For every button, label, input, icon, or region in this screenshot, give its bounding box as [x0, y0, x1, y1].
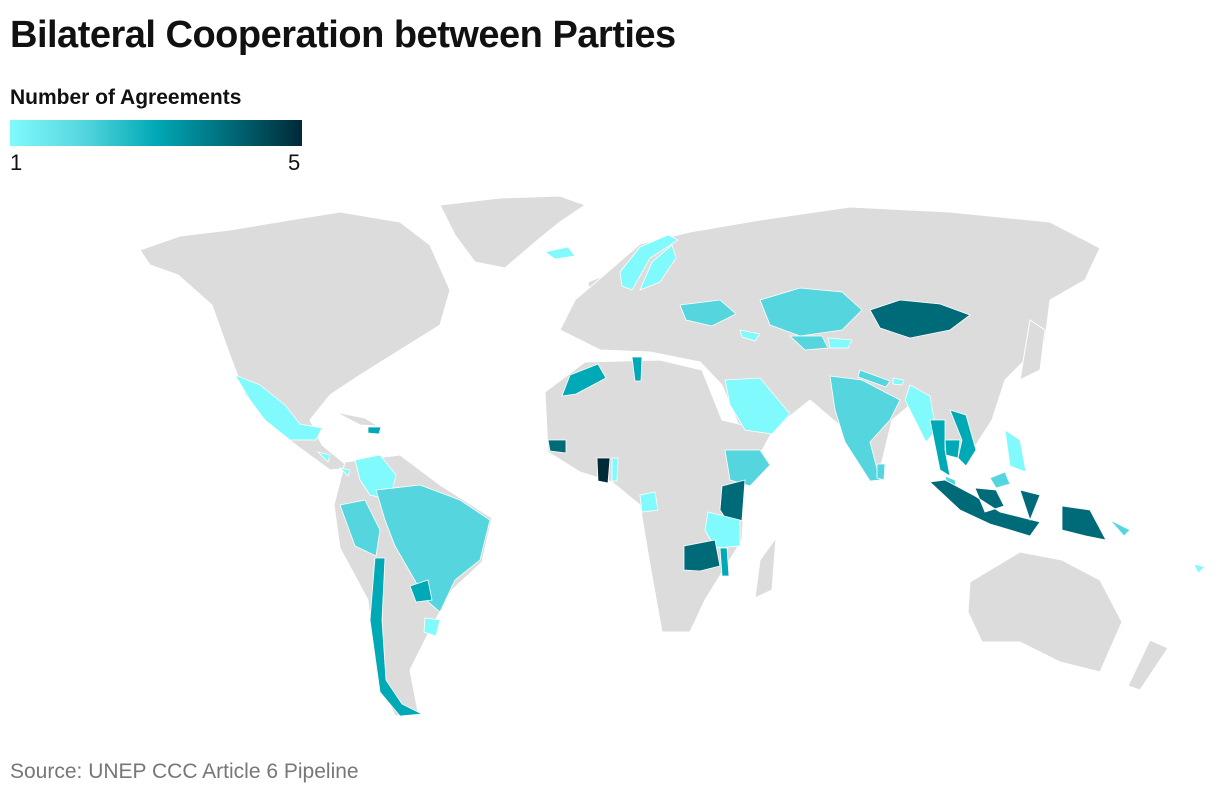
country-cambodia[interactable]: Cambodia: 3 [944, 439, 961, 459]
page-title: Bilateral Cooperation between Parties [10, 14, 676, 56]
country-mongolia[interactable]: Mongolia: 4 [869, 299, 971, 339]
choropleth-countries: Iceland: 1 Norway: 1Sweden: 1Ukraine: 2Ge… [234, 234, 1206, 717]
country-solomon-islands[interactable]: Solomon Islands: 2 [1109, 519, 1131, 537]
country-tanzania[interactable]: Tanzania: 1 [704, 511, 741, 549]
country-gabon[interactable]: Gabon: 1 [639, 491, 659, 513]
source-note: Source: UNEP CCC Article 6 Pipeline [10, 760, 359, 783]
legend-title: Number of Agreements [10, 86, 242, 109]
country-bhutan[interactable]: Bhutan: 1 [892, 377, 905, 386]
land-madagascar [754, 536, 777, 599]
country-ghana[interactable]: Ghana: 5 [596, 457, 611, 484]
country-ukraine[interactable]: Ukraine: 2 [679, 299, 737, 327]
country-kyrgyzstan[interactable]: Kyrgyzstan: 1 [827, 337, 853, 349]
country-sri-lanka[interactable]: Sri Lanka: 2 [876, 463, 886, 481]
country-uruguay[interactable]: Uruguay: 1 [423, 617, 441, 637]
land-north-america [139, 211, 451, 471]
country-georgia[interactable]: Georgia: 1 [739, 329, 761, 342]
land-greenland [439, 195, 587, 269]
country-guatemala[interactable]: Guatemala: 1 [316, 451, 331, 463]
legend-max-label: 5 [288, 150, 301, 175]
country-morocco[interactable]: Morocco: 3 [561, 363, 607, 397]
country-myanmar[interactable]: Myanmar: 1 [904, 384, 937, 443]
country-dominican-republic[interactable]: Dominican Republic: 3 [367, 426, 382, 435]
country-malawi[interactable]: Malawi: 3 [719, 547, 730, 577]
country-mexico[interactable]: Mexico: 1 [234, 374, 323, 441]
country-india[interactable]: India: 2 [829, 375, 901, 482]
country-paraguay[interactable]: Paraguay: 3 [409, 579, 433, 603]
country-zambia[interactable]: Zambia: 4 [683, 539, 721, 572]
country-philippines[interactable]: Philippines: 1 [1004, 429, 1027, 473]
land-new-zealand [1127, 639, 1169, 691]
country-indonesia[interactable]: Indonesia: 4 [929, 479, 1041, 537]
country-senegal[interactable]: Senegal: 4 [547, 439, 567, 454]
legend-min-label: 1 [10, 150, 23, 175]
country-ethiopia[interactable]: Ethiopia: 2 [724, 449, 771, 487]
land-japan [1019, 319, 1046, 381]
country-chile[interactable]: Chile: 3 [369, 557, 424, 717]
country-saudi-arabia[interactable]: Saudi Arabia: 1 [724, 377, 791, 435]
country-thailand[interactable]: Thailand: 3 [929, 419, 951, 477]
country-vanuatu[interactable]: Vanuatu: 1 [1193, 563, 1206, 574]
legend-color-scale [10, 120, 302, 146]
country-costa-rica[interactable]: Costa Rica: 1 [338, 467, 351, 477]
country-togo[interactable]: Togo: 1 [611, 457, 619, 482]
country-brazil[interactable]: Brazil: 2 [375, 484, 491, 613]
country-norway[interactable]: Norway: 1 [619, 234, 679, 291]
country-tunisia[interactable]: Tunisia: 3 [631, 356, 643, 382]
country-vietnam[interactable]: Vietnam: 3 [949, 409, 977, 467]
country-uzbekistan[interactable]: Uzbekistan: 2 [788, 335, 829, 351]
land-cuba [334, 411, 379, 427]
country-iceland[interactable]: Iceland: 1 [544, 246, 576, 260]
country-peru[interactable]: Peru: 2 [339, 499, 381, 557]
land-australia [967, 551, 1123, 673]
country-nepal[interactable]: Nepal: 2 [857, 369, 891, 388]
country-kazakhstan[interactable]: Kazakhstan: 2 [759, 287, 863, 337]
country-sweden[interactable]: Sweden: 1 [639, 244, 677, 291]
country-papua-new-guinea[interactable]: Papua New Guinea: 4 [1061, 505, 1107, 541]
